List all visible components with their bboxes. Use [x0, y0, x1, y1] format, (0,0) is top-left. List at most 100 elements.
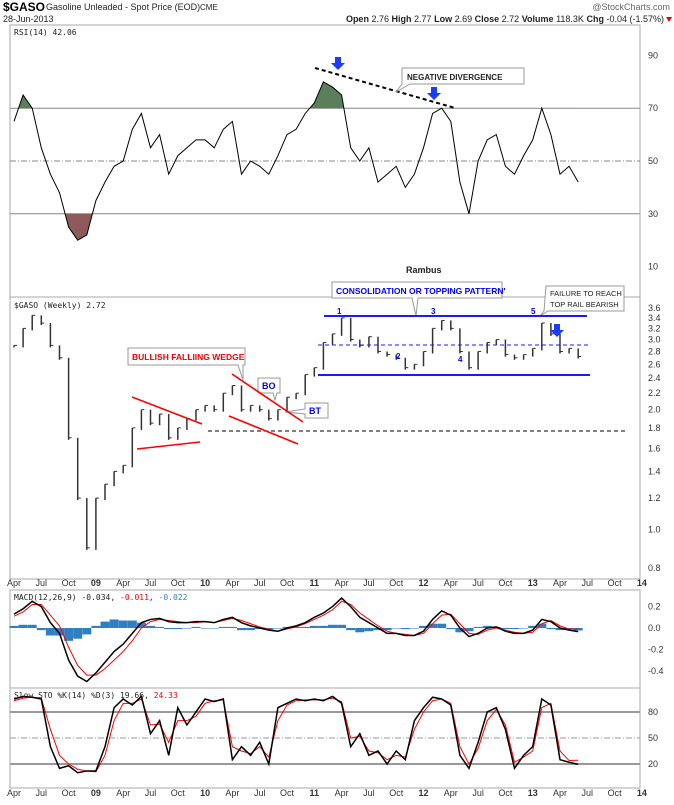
price-y-tick: 2.4: [648, 373, 661, 383]
sto-y-tick: 50: [648, 733, 658, 743]
macd-histogram-bar: [391, 628, 401, 629]
price-y-tick: 2.8: [648, 346, 661, 356]
macd-histogram-bar: [191, 626, 201, 628]
x-tick-label: Jul: [36, 578, 48, 588]
macd-histogram-bar: [209, 628, 219, 629]
macd-histogram-bar: [91, 625, 101, 628]
macd-histogram-bar: [510, 628, 519, 630]
macd-panel: [9, 589, 641, 689]
x-tick-label: 10: [200, 788, 210, 798]
rsi-y-tick: 30: [648, 209, 658, 219]
sto-legend: Slow STO %K(14) %D(3) 19.66, 24.33: [14, 691, 178, 700]
macd-signal-line: [13, 600, 579, 676]
x-tick-label: Oct: [62, 578, 77, 588]
macd-histogram-bar: [309, 625, 319, 628]
x-tick-label: Oct: [389, 788, 404, 798]
quote-line: Open 2.76 High 2.77 Low 2.69 Close 2.72 …: [346, 14, 664, 24]
failure-callout: [539, 285, 625, 317]
sto-d-line: [13, 696, 579, 773]
macd-histogram-bar: [127, 620, 137, 628]
point-label-1: 1: [337, 307, 342, 316]
down-arrow-icon: [427, 87, 441, 100]
macd-histogram-bar: [419, 625, 428, 628]
x-tick-label: Apr: [553, 578, 567, 588]
watermark: @StockCharts.com: [592, 2, 670, 12]
macd-histogram-bar: [273, 628, 283, 629]
sto-y-tick: 80: [648, 707, 658, 717]
x-tick-label: Jul: [472, 578, 484, 588]
macd-histogram-bar: [200, 628, 210, 629]
macd-histogram-bar: [446, 628, 456, 630]
macd-histogram-bar: [555, 628, 565, 631]
macd-histogram-bar: [455, 628, 465, 633]
x-tick-label: Apr: [335, 578, 349, 588]
point-label-3: 3: [431, 307, 436, 316]
exchange: CME: [200, 3, 218, 12]
macd-histogram-bar: [473, 626, 483, 628]
rsi-panel: [9, 24, 641, 298]
x-tick-label: Oct: [171, 578, 186, 588]
macd-histogram-bar: [318, 625, 328, 628]
bt-callout: [284, 402, 329, 419]
price-y-tick: 2.6: [648, 359, 661, 369]
point-label-2: 2: [396, 352, 401, 361]
symbol: $GASO: [3, 0, 45, 14]
price-y-tick: 3.2: [648, 323, 661, 333]
macd-histogram-bar: [528, 625, 538, 628]
x-tick-label: Jul: [254, 788, 266, 798]
x-tick-label: Apr: [553, 788, 567, 798]
macd-histogram-bar: [227, 626, 237, 628]
macd-histogram-bar: [82, 628, 92, 635]
x-tick-label: 13: [528, 788, 538, 798]
x-tick-label: 12: [418, 578, 428, 588]
macd-histogram-bar: [164, 628, 174, 630]
rsi-legend: RSI(14) 42.06: [14, 28, 77, 37]
macd-histogram-bar: [264, 628, 274, 630]
point-label-4: 4: [458, 355, 463, 364]
macd-histogram-bar: [237, 628, 246, 631]
macd-histogram-bar: [464, 628, 474, 632]
sto-k-line: [13, 694, 579, 774]
x-tick-label: Jul: [363, 788, 375, 798]
rsi-oversold-fill: [14, 213, 579, 241]
macd-histogram-bar: [246, 628, 256, 631]
bt-label: BT: [309, 406, 321, 416]
price-legend: $GASO (Weekly) 2.72: [14, 301, 106, 310]
wedge-callout: [127, 347, 246, 381]
x-tick-label: Oct: [498, 578, 513, 588]
divergence-label: NEGATIVE DIVERGENCE: [407, 73, 503, 82]
down-arrow-icon: [550, 324, 564, 337]
macd-histogram-bar: [355, 628, 365, 633]
wedge-label: BULLISH FALLIING WEDGE: [132, 352, 245, 362]
x-tick-label: 11: [310, 578, 320, 588]
macd-histogram-bar: [9, 625, 19, 628]
macd-histogram-bar: [564, 628, 574, 630]
x-tick-label: Oct: [171, 788, 186, 798]
bo-label: BO: [262, 381, 276, 391]
price-y-tick: 1.6: [648, 443, 661, 453]
macd-histogram-bar: [73, 628, 83, 639]
macd-histogram-bar: [437, 623, 447, 628]
x-tick-label: Jul: [582, 578, 594, 588]
x-tick-label: Jul: [36, 788, 48, 798]
macd-histogram-bar: [146, 625, 155, 628]
x-tick-label: Apr: [7, 578, 21, 588]
x-tick-label: Oct: [280, 788, 295, 798]
rsi-y-tick: 10: [648, 262, 658, 272]
x-tick-label: Apr: [335, 788, 349, 798]
x-tick-label: Oct: [498, 788, 513, 798]
macd-histogram-bar: [409, 628, 419, 629]
date: 28-Jun-2013: [3, 14, 54, 24]
consolidation-label: CONSOLIDATION OR TOPPING PATTERN': [336, 286, 506, 296]
x-tick-label: 09: [91, 578, 101, 588]
rsi-line: [13, 81, 579, 241]
macd-histogram-bar: [328, 624, 337, 628]
x-tick-label: Jul: [472, 788, 484, 798]
macd-histogram-bar: [519, 628, 529, 629]
price-y-tick: 1.0: [648, 525, 661, 535]
sto-y-tick: 20: [648, 759, 658, 769]
price-y-tick: 3.6: [648, 303, 661, 313]
price-y-tick: 3.0: [648, 335, 661, 345]
x-tick-label: Jul: [363, 578, 375, 588]
x-tick-label: Apr: [225, 578, 239, 588]
